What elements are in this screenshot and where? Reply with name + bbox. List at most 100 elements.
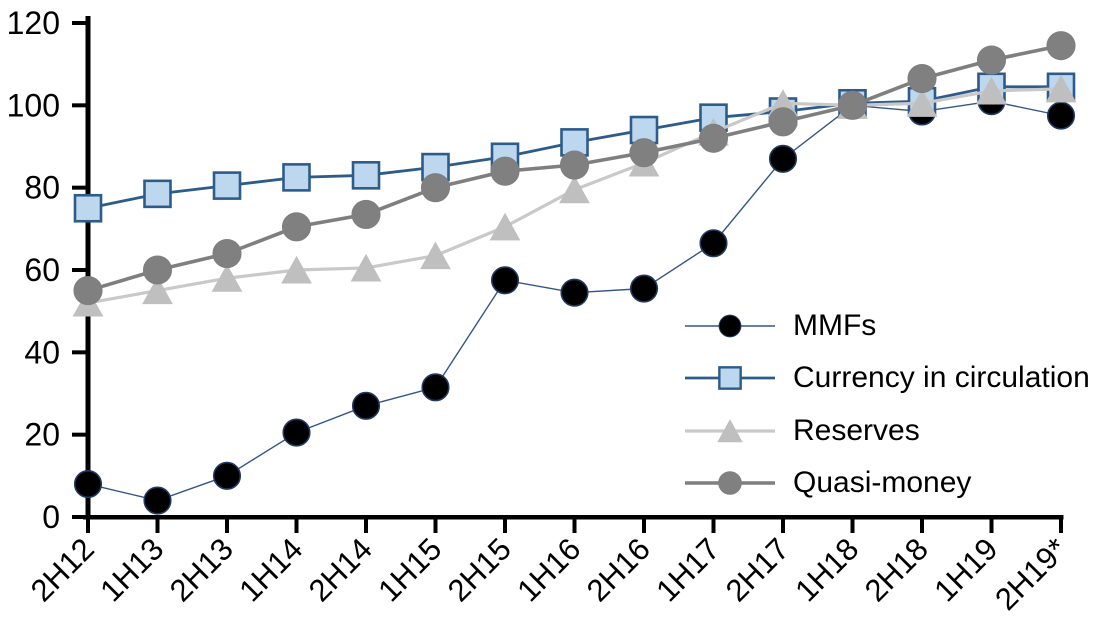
y-axis-tick-label: 40	[24, 334, 60, 370]
x-axis-tick-label: 1H18	[788, 531, 865, 608]
y-axis-tick	[72, 103, 86, 108]
legend-label-currency-in-circulation: Currency in circulation	[793, 361, 1090, 394]
x-axis-tick-label: 2H18	[858, 531, 935, 608]
y-axis-tick-label: 100	[7, 87, 60, 123]
x-axis-tick	[155, 519, 160, 533]
series-marker-currency-in-circulation	[143, 179, 172, 209]
x-axis-tick	[572, 519, 577, 533]
series-marker-quasi-money	[698, 123, 729, 153]
series-marker-mmfs	[490, 266, 520, 295]
series-marker-reserves	[350, 253, 382, 282]
series-marker-mmfs	[421, 373, 450, 402]
legend-key-marker	[718, 366, 742, 390]
y-axis-tick	[72, 185, 86, 190]
y-axis-tick	[72, 350, 86, 355]
series-marker-quasi-money	[837, 90, 868, 120]
x-axis-tick	[225, 519, 229, 533]
legend-key-marker	[718, 314, 742, 338]
series-marker-currency-in-circulation	[351, 161, 381, 190]
x-axis-tick-label: 1H15	[371, 531, 448, 608]
series-marker-quasi-money	[768, 107, 798, 137]
series-marker-currency-in-circulation	[73, 193, 103, 223]
series-marker-quasi-money	[212, 238, 242, 269]
x-axis-tick	[781, 519, 785, 533]
series-marker-mmfs	[1046, 101, 1076, 130]
legend-item-mmfs: MMFs	[683, 308, 876, 344]
x-axis-tick-label: 2H17	[719, 531, 796, 608]
series-marker-quasi-money	[142, 255, 173, 285]
legend-key-reserves-icon	[685, 419, 775, 443]
series-marker-reserves	[211, 264, 243, 292]
legend-label-reserves: Reserves	[793, 414, 920, 447]
series-marker-reserves	[420, 241, 451, 270]
x-axis-tick-label: 2H14	[302, 531, 379, 608]
y-axis-tick-label: 60	[24, 252, 60, 288]
x-axis-tick-label: 1H16	[510, 531, 587, 608]
x-axis-tick	[850, 519, 855, 533]
series-marker-currency-in-circulation	[212, 171, 242, 200]
series-marker-mmfs	[351, 391, 381, 420]
series-marker-quasi-money	[351, 199, 381, 229]
series-marker-mmfs	[212, 461, 242, 490]
x-axis-tick	[920, 519, 924, 533]
x-axis-tick	[86, 519, 90, 533]
series-marker-quasi-money	[629, 138, 659, 168]
x-axis-tick-label: 2H13	[163, 531, 240, 608]
legend-item-reserves: Reserves	[683, 413, 920, 449]
x-axis-tick-label: 1H13	[93, 531, 170, 608]
series-marker-quasi-money	[976, 45, 1007, 75]
x-axis-tick	[1059, 519, 1063, 533]
y-axis-tick-label: 80	[24, 170, 60, 206]
y-axis-tick	[72, 515, 86, 519]
x-axis-line	[83, 515, 1064, 520]
series-marker-reserves	[281, 255, 312, 284]
series-marker-mmfs	[282, 418, 311, 447]
series-marker-mmfs	[143, 486, 172, 515]
y-axis-tick	[72, 268, 86, 272]
x-axis-tick-label: 2H12	[24, 531, 101, 608]
x-axis-tick	[364, 519, 368, 533]
series-marker-quasi-money	[559, 150, 590, 180]
series-marker-reserves	[142, 276, 173, 305]
series-marker-mmfs	[73, 470, 103, 499]
legend-key-mmfs-icon	[685, 314, 775, 338]
series-marker-mmfs	[629, 274, 659, 303]
x-axis-tick-label: 2H16	[580, 531, 657, 608]
series-marker-reserves	[1045, 74, 1077, 103]
legend-label-mmfs: MMFs	[793, 309, 877, 342]
series-marker-mmfs	[699, 229, 728, 258]
series-marker-reserves	[906, 89, 938, 117]
x-axis-tick	[433, 519, 438, 533]
legend-key-currency-icon	[685, 366, 775, 390]
x-axis-tick-label: 2H15	[441, 531, 518, 608]
x-axis-tick-label: 1H17	[649, 531, 726, 608]
series-marker-reserves	[559, 175, 590, 204]
series-marker-quasi-money	[490, 156, 520, 186]
series-marker-quasi-money	[907, 64, 937, 94]
y-axis-tick-label: 0	[42, 499, 60, 535]
series-marker-reserves	[489, 212, 521, 241]
legend-item-currency-in-circulation: Currency in circulation	[683, 360, 1090, 396]
x-axis-tick	[989, 519, 994, 533]
series-marker-quasi-money	[281, 212, 312, 242]
legend-key-marker	[718, 471, 742, 495]
y-axis-line	[85, 16, 91, 519]
x-axis-tick-label: 2H19*	[988, 531, 1074, 617]
series-marker-mmfs	[560, 278, 589, 307]
legend-item-quasi-money: Quasi-money	[683, 465, 971, 501]
series-marker-quasi-money	[420, 173, 451, 203]
series-marker-quasi-money	[1046, 31, 1076, 61]
series-marker-reserves	[976, 76, 1007, 105]
x-axis-tick	[294, 519, 299, 533]
y-axis-tick	[72, 432, 86, 437]
y-axis-tick-label: 120	[7, 5, 60, 41]
x-axis-tick	[642, 519, 646, 533]
y-axis-tick-label: 20	[24, 417, 60, 453]
legend-key-marker	[717, 419, 743, 443]
series-marker-mmfs	[768, 144, 798, 173]
y-axis-tick	[72, 21, 86, 25]
legend-key-quasi-money-icon	[685, 471, 775, 495]
x-axis-tick	[711, 519, 716, 533]
